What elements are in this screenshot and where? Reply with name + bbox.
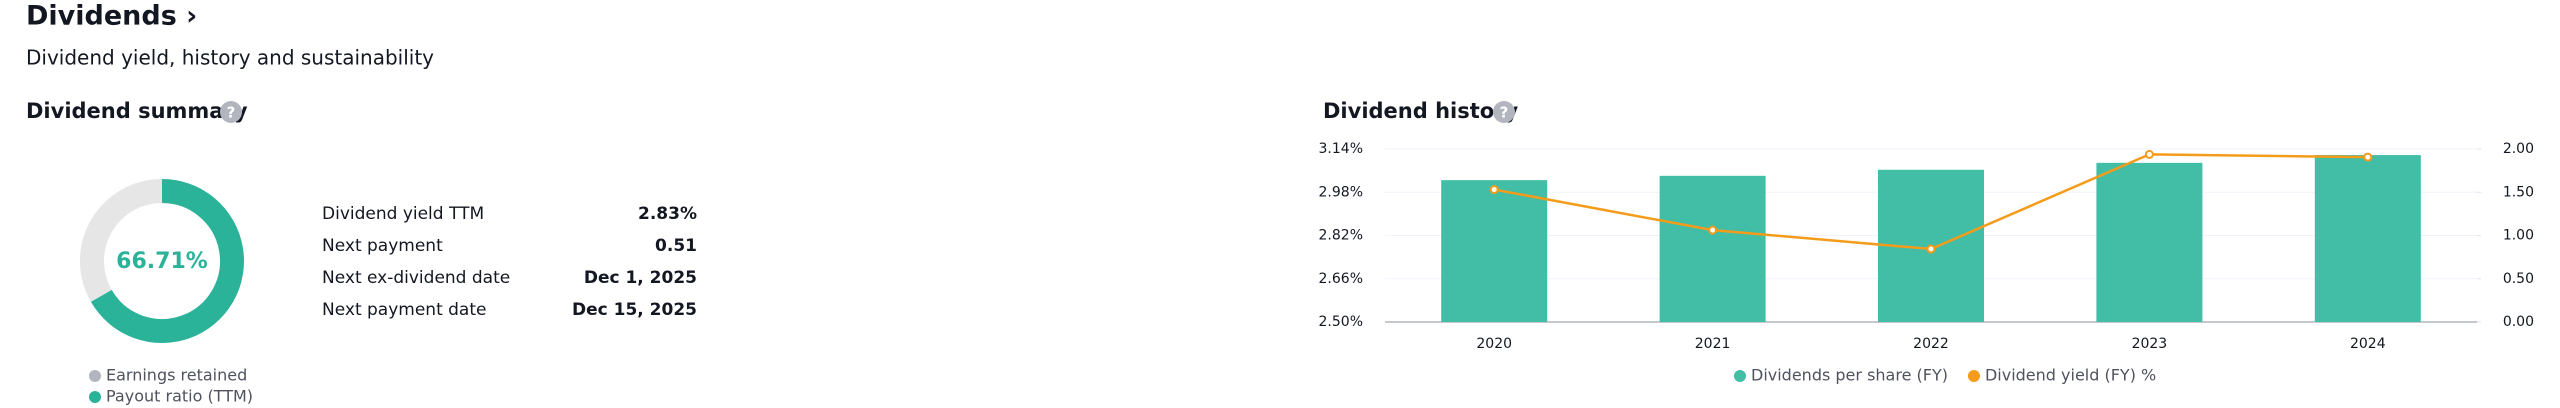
svg-text:?: ? <box>227 104 236 122</box>
y-tick-label: 2.82% <box>1319 228 1363 244</box>
donut-center-label: 66.71% <box>116 249 208 274</box>
row-value: Dec 15, 2025 <box>572 300 697 320</box>
donut-segment <box>90 179 244 343</box>
bar <box>2314 155 2421 322</box>
row-label: Dividend yield TTM <box>322 204 484 224</box>
svg-text:?: ? <box>1500 104 1509 122</box>
y2-tick-label: 0.50 <box>2503 271 2534 287</box>
row-label: Next ex-dividend date <box>322 268 510 288</box>
y-tick-label: 3.14% <box>1319 141 1363 157</box>
row-value: 2.83% <box>638 204 697 224</box>
legend-label: Dividend yield (FY) % <box>1985 366 2156 385</box>
x-tick-label: 2021 <box>1695 336 1731 352</box>
section-title: Dividend history <box>1323 99 1519 123</box>
y-tick-label: 2.50% <box>1319 314 1363 330</box>
y2-tick-label: 0.00 <box>2503 314 2534 330</box>
legend-label: Payout ratio (TTM) <box>106 387 253 406</box>
x-tick-label: 2022 <box>1913 336 1949 352</box>
y-tick-label: 2.98% <box>1319 184 1363 200</box>
line-point <box>1708 225 1718 235</box>
row-value: Dec 1, 2025 <box>584 268 697 288</box>
line-point <box>2363 152 2373 162</box>
y2-tick-label: 1.00 <box>2503 228 2534 244</box>
bar <box>2096 162 2203 322</box>
row-label: Next payment <box>322 236 443 256</box>
x-tick-label: 2024 <box>2350 336 2386 352</box>
legend-swatch <box>1967 370 1980 382</box>
row-label: Next payment date <box>322 300 486 320</box>
line-point <box>2144 149 2154 159</box>
legend-swatch <box>89 391 101 403</box>
bar <box>1441 180 1548 322</box>
line-point <box>1489 185 1499 195</box>
bar <box>1659 175 1766 322</box>
line-point <box>1926 244 1936 254</box>
row-value: 0.51 <box>655 236 697 256</box>
legend-swatch <box>89 370 101 382</box>
x-tick-label: 2023 <box>2132 336 2168 352</box>
legend-swatch <box>1734 370 1746 382</box>
y-tick-label: 2.66% <box>1319 271 1363 287</box>
help-icon[interactable]: ? <box>1493 101 1515 123</box>
y2-tick-label: 1.50 <box>2503 184 2534 200</box>
donut-segment <box>80 179 163 302</box>
subtitle: Dividend yield, history and sustainabili… <box>26 46 434 70</box>
legend-label: Earnings retained <box>106 366 247 385</box>
x-tick-label: 2020 <box>1476 336 1512 352</box>
y2-tick-label: 2.00 <box>2503 141 2534 157</box>
help-icon[interactable]: ? <box>220 101 242 123</box>
page-title[interactable]: Dividends › <box>26 1 197 32</box>
legend-label: Dividends per share (FY) <box>1751 366 1948 385</box>
section-title: Dividend summary <box>26 99 248 123</box>
